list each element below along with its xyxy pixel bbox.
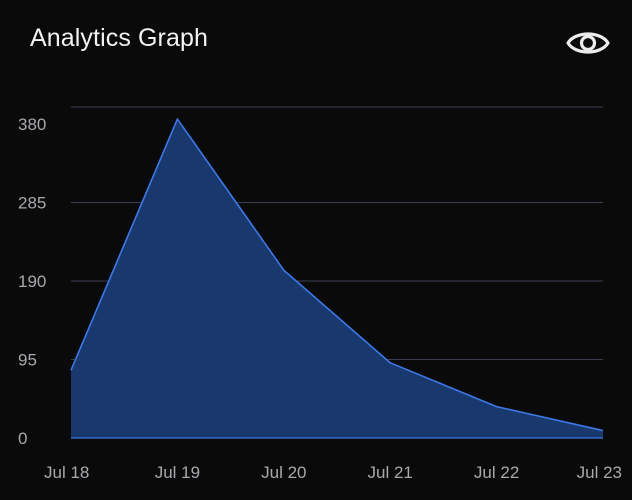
x-axis-ticks: Jul 18 Jul 19 Jul 20 Jul 21 Jul 22 Jul 23 <box>44 463 622 482</box>
area-fill <box>71 119 603 438</box>
x-tick-label: Jul 18 <box>44 463 89 482</box>
area-series <box>70 118 604 439</box>
y-tick-label: 0 <box>18 429 27 448</box>
x-tick-label: Jul 21 <box>368 463 413 482</box>
y-tick-label: 190 <box>18 272 46 291</box>
y-tick-label: 95 <box>18 351 37 370</box>
series-line <box>70 118 604 432</box>
y-axis-ticks: 0 95 190 285 380 <box>18 115 46 448</box>
x-tick-label: Jul 20 <box>261 463 306 482</box>
y-tick-label: 285 <box>18 194 46 213</box>
y-tick-label: 380 <box>18 115 46 134</box>
x-tick-label: Jul 22 <box>474 463 519 482</box>
eye-icon <box>566 32 610 54</box>
card-title: Analytics Graph <box>30 24 208 52</box>
toggle-visibility-button[interactable] <box>562 22 614 64</box>
x-tick-label: Jul 19 <box>155 463 200 482</box>
x-tick-label: Jul 23 <box>577 463 622 482</box>
